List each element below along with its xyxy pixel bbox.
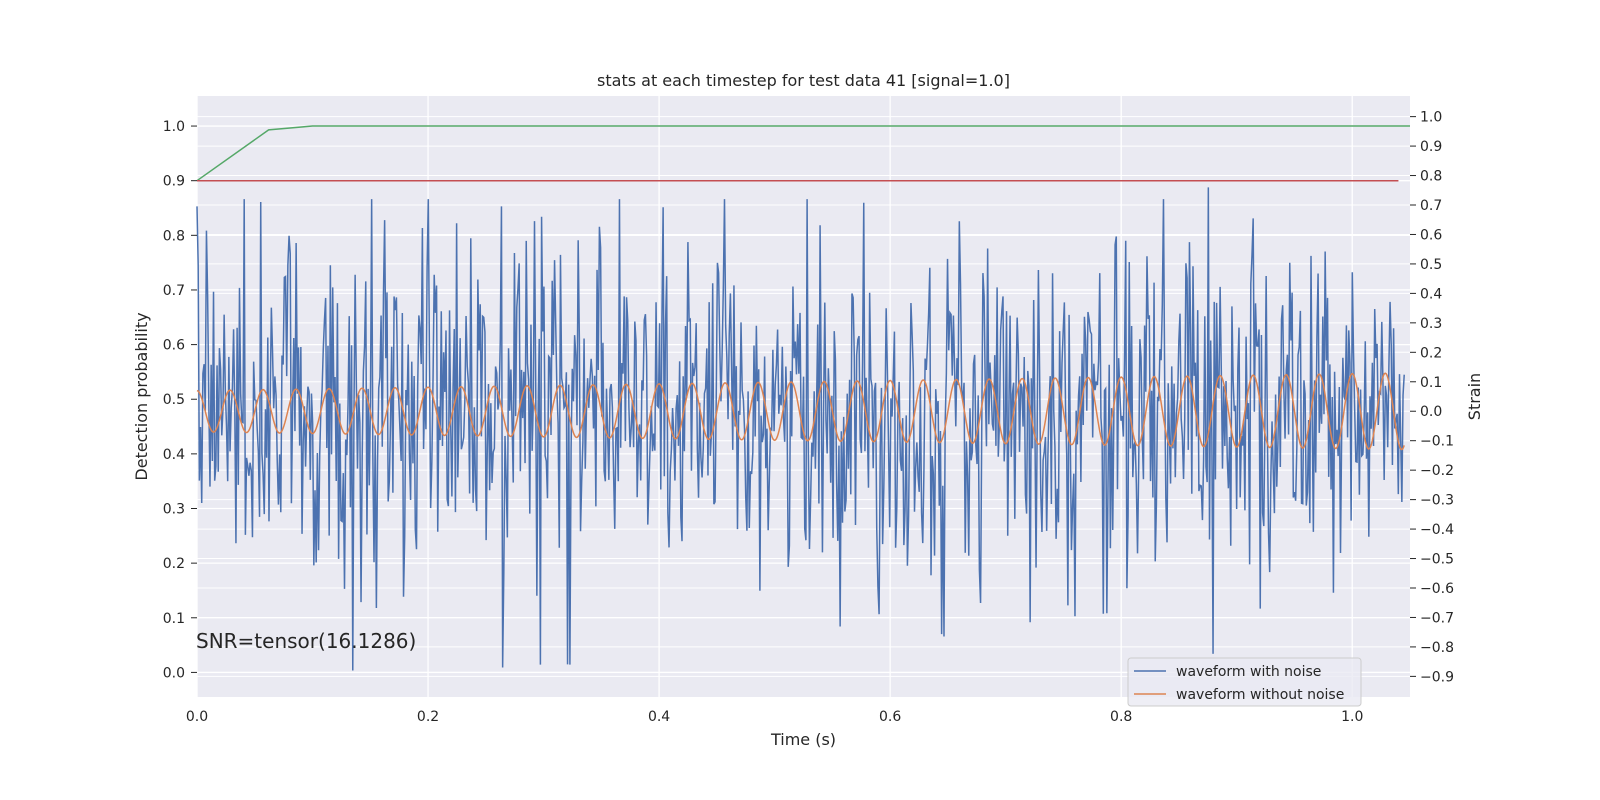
y-left-tick-label: 0.8 [163, 228, 185, 244]
y-left-tick-label: 0.0 [163, 665, 185, 681]
y-axis-left-label: Detection probability [132, 312, 151, 480]
y-right-tick-label: −0.3 [1420, 493, 1454, 509]
y-left-tick-label: 1.0 [163, 119, 185, 135]
y-right-tick-label: 0.3 [1420, 316, 1442, 332]
y-axis-right-label: Strain [1465, 373, 1484, 420]
y-right-tick-label: −0.4 [1420, 522, 1454, 538]
legend-label-clean: waveform without noise [1176, 687, 1344, 703]
x-tick-label: 0.6 [879, 709, 901, 725]
legend-label-noise: waveform with noise [1176, 664, 1321, 680]
legend-box [1127, 657, 1362, 707]
legend: waveform with noise waveform without noi… [1127, 657, 1362, 707]
y-left-tick-label: 0.1 [163, 611, 185, 627]
y-right-tick-label: −0.7 [1420, 610, 1454, 626]
x-tick-label: 0.4 [648, 709, 670, 725]
y-right-tick-label: 0.6 [1420, 227, 1442, 243]
x-tick-label: 0.8 [1110, 709, 1132, 725]
y-right-tick-label: 0.1 [1420, 375, 1442, 391]
y-right-tick-label: 0.4 [1420, 286, 1442, 302]
y-right-tick-label: 0.8 [1420, 169, 1442, 185]
y-right-tick-label: −0.8 [1420, 640, 1454, 656]
y-right-tick-label: 1.0 [1420, 110, 1442, 126]
y-right-tick-label: 0.5 [1420, 257, 1442, 273]
y-right-tick-label: −0.6 [1420, 581, 1454, 597]
y-right-tick-label: 0.7 [1420, 198, 1442, 214]
x-tick-label: 0.2 [417, 709, 439, 725]
series-layer [196, 125, 1410, 671]
y-right-tick-label: 0.0 [1420, 404, 1442, 420]
y-left-tick-label: 0.6 [163, 338, 185, 354]
y-right-tick-label: 0.2 [1420, 345, 1442, 361]
x-tick-label: 1.0 [1341, 709, 1363, 725]
y-left-tick-label: 0.2 [163, 556, 185, 572]
x-axis-label: Time (s) [770, 730, 836, 749]
x-tick-label: 0.0 [186, 709, 208, 725]
y-left-tick-label: 0.9 [163, 174, 185, 190]
series-waveform-without-noise [196, 372, 1405, 451]
y-left-tick-label: 0.7 [163, 283, 185, 299]
y-right-tick-label: −0.1 [1420, 434, 1454, 450]
y-right-tick-label: −0.2 [1420, 463, 1454, 479]
ticks: 0.0 0.2 0.4 0.6 0.8 1.0 0.0 0.1 0.2 0.3 0.4 0.5 0.6 0… [163, 110, 1454, 725]
y-left-tick-label: 0.3 [163, 502, 185, 518]
snr-annotation: SNR=tensor(16.1286) [196, 629, 416, 653]
chart-title: stats at each timestep for test data 41 … [597, 71, 1010, 90]
y-right-tick-label: 0.9 [1420, 139, 1442, 155]
y-left-tick-label: 0.4 [163, 447, 185, 463]
y-right-tick-label: −0.5 [1420, 552, 1454, 568]
y-left-tick-label: 0.5 [163, 392, 185, 408]
series-detection-probability [196, 125, 1410, 182]
y-right-tick-label: −0.9 [1420, 669, 1454, 685]
